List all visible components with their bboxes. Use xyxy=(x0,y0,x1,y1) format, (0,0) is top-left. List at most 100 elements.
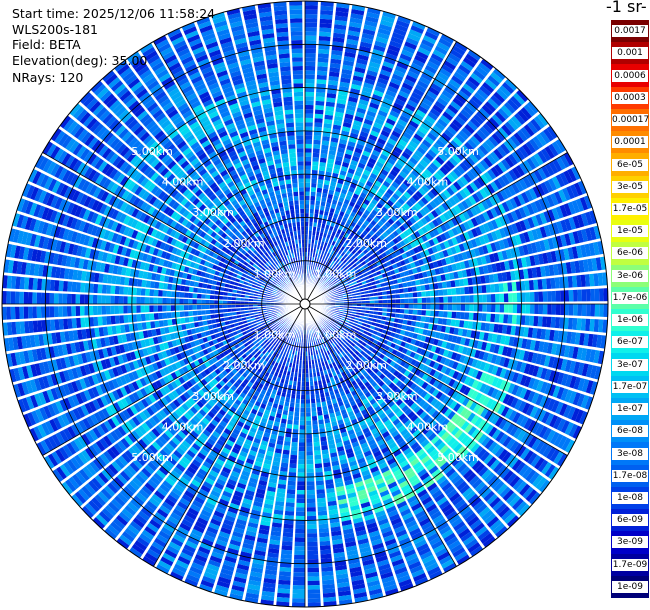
data-cell xyxy=(458,130,469,141)
data-cell xyxy=(326,243,331,249)
data-cell xyxy=(296,498,305,504)
data-cell xyxy=(456,178,465,189)
data-cell xyxy=(490,231,498,241)
data-cell xyxy=(542,341,549,354)
data-cell xyxy=(428,386,436,395)
data-cell xyxy=(314,122,323,128)
data-cell xyxy=(357,162,366,169)
data-cell xyxy=(506,395,515,407)
data-cell xyxy=(402,202,411,211)
data-cell xyxy=(494,164,504,175)
data-cell xyxy=(346,105,356,112)
data-cell xyxy=(333,195,339,201)
data-cell xyxy=(563,345,571,358)
data-cell xyxy=(580,213,589,227)
data-cell xyxy=(312,424,319,430)
data-cell xyxy=(442,395,451,405)
data-cell xyxy=(306,416,312,421)
data-cell xyxy=(486,232,494,243)
data-cell xyxy=(391,304,396,308)
data-cell xyxy=(308,230,312,236)
data-cell xyxy=(403,179,412,188)
data-cell xyxy=(356,306,362,310)
data-cell xyxy=(353,71,365,78)
data-cell xyxy=(305,52,316,58)
data-cell xyxy=(330,255,336,261)
data-cell xyxy=(519,220,527,232)
data-cell xyxy=(481,341,488,351)
data-cell xyxy=(335,247,340,253)
data-cell xyxy=(518,269,525,280)
data-cell xyxy=(401,111,412,120)
data-cell xyxy=(375,237,382,244)
data-cell xyxy=(516,89,529,103)
data-cell xyxy=(439,93,451,104)
data-cell xyxy=(501,82,515,94)
data-cell xyxy=(420,316,426,322)
data-cell xyxy=(364,344,371,350)
data-cell xyxy=(510,325,516,336)
data-cell xyxy=(548,356,555,368)
data-cell xyxy=(305,226,309,231)
data-cell xyxy=(395,242,402,250)
data-cell xyxy=(375,161,384,169)
data-cell xyxy=(327,88,337,95)
data-cell xyxy=(310,191,316,197)
data-cell xyxy=(325,319,330,323)
data-cell xyxy=(529,291,535,302)
data-cell xyxy=(405,219,413,227)
data-cell xyxy=(307,580,320,586)
data-cell xyxy=(381,195,389,203)
data-cell xyxy=(482,294,487,303)
data-cell xyxy=(395,19,410,29)
data-cell xyxy=(523,363,531,375)
data-cell xyxy=(440,374,448,383)
data-cell xyxy=(335,276,340,281)
data-cell xyxy=(343,266,349,271)
data-cell xyxy=(481,285,487,294)
data-cell xyxy=(514,112,526,125)
data-cell xyxy=(451,380,460,390)
data-cell xyxy=(368,134,378,142)
data-cell xyxy=(295,528,305,534)
data-cell xyxy=(385,286,391,291)
data-cell xyxy=(491,428,502,440)
data-cell xyxy=(317,222,322,228)
data-cell xyxy=(530,201,539,214)
data-cell xyxy=(387,85,399,94)
data-cell xyxy=(314,118,323,124)
data-cell xyxy=(569,184,579,198)
data-cell xyxy=(433,338,439,346)
data-cell xyxy=(305,182,311,188)
data-cell xyxy=(281,458,289,464)
data-cell xyxy=(394,313,400,319)
data-cell xyxy=(448,369,456,378)
data-cell xyxy=(385,89,397,98)
data-cell xyxy=(482,304,487,312)
data-cell xyxy=(433,400,442,409)
data-cell xyxy=(411,320,417,327)
data-cell xyxy=(389,154,398,162)
data-cell xyxy=(571,166,581,180)
data-cell xyxy=(325,171,332,177)
data-cell xyxy=(346,278,352,282)
data-cell xyxy=(401,167,410,176)
data-cell xyxy=(323,282,328,287)
data-cell xyxy=(320,264,325,270)
data-cell xyxy=(504,171,514,184)
data-cell xyxy=(322,131,331,138)
data-cell xyxy=(451,263,458,272)
data-cell xyxy=(578,411,588,425)
data-cell xyxy=(463,320,469,329)
data-cell xyxy=(335,270,341,275)
data-cell xyxy=(424,232,432,240)
data-cell xyxy=(436,259,443,267)
data-cell xyxy=(370,219,377,227)
data-cell xyxy=(500,335,506,345)
data-cell xyxy=(563,248,570,261)
data-cell xyxy=(523,218,531,230)
data-cell xyxy=(367,65,380,73)
data-cell xyxy=(415,50,429,60)
data-cell xyxy=(349,21,362,29)
data-cell xyxy=(306,489,315,495)
